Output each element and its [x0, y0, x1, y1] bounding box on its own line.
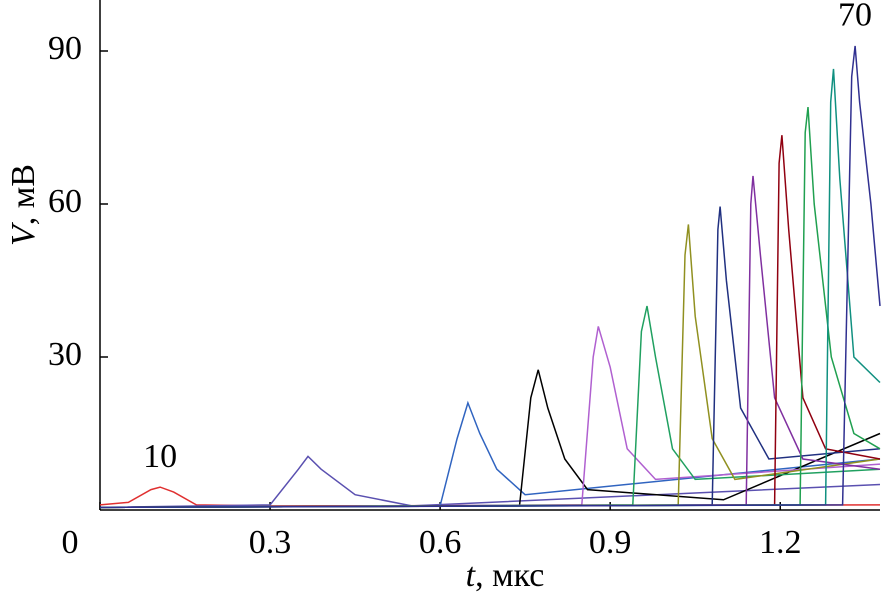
y-tick-label: 30 [48, 336, 82, 373]
series-line [99, 305, 881, 509]
x-tick-label: 1.2 [759, 524, 802, 561]
x-unit: , мкс [475, 557, 544, 594]
y-axis-label: V, мВ [5, 164, 42, 246]
series-line [99, 369, 881, 509]
y-tick-label: 60 [48, 183, 82, 220]
series-line [99, 455, 881, 509]
x-tick-label: 0.6 [419, 524, 462, 561]
x-symbol: t [466, 557, 477, 594]
series-line [99, 135, 881, 509]
x-tick-label: 0.3 [249, 524, 292, 561]
series-line [99, 175, 881, 509]
y-tick-label: 90 [48, 30, 82, 67]
x-tick-label: 0 [62, 524, 79, 561]
annotation: 70 [838, 0, 872, 34]
x-tick-label: 0.9 [589, 524, 632, 561]
series-line [99, 224, 881, 509]
y-unit: , мВ [5, 164, 42, 225]
series-line [99, 400, 881, 509]
series-line [99, 107, 881, 509]
x-axis-label: t, мкс [466, 557, 545, 594]
series-line [99, 206, 881, 509]
annotation: 10 [143, 438, 177, 475]
series-line [99, 45, 881, 509]
series-line [99, 326, 881, 509]
